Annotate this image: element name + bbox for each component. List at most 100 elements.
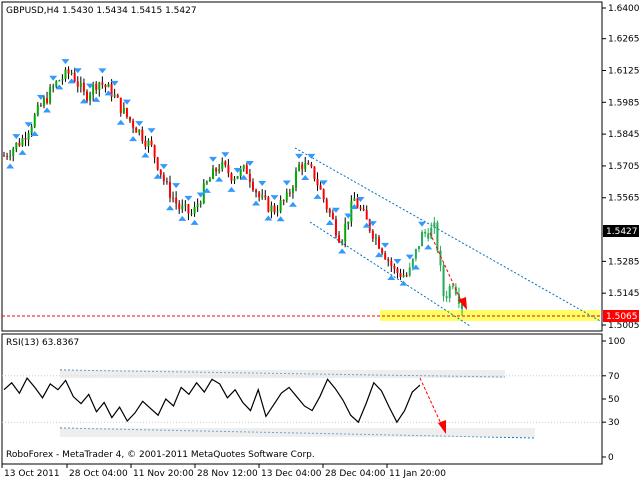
rsi-tick-label: 30 (608, 418, 620, 428)
candles (3, 66, 463, 316)
candle-body (430, 227, 433, 239)
forecast-arrow (429, 232, 464, 306)
candle-body (113, 94, 116, 97)
candle-body (73, 72, 76, 82)
candle-body (233, 178, 236, 181)
fractal-arrow-icon (104, 90, 113, 96)
fractal-arrow-icon (116, 119, 125, 125)
fractal-arrow-icon (387, 275, 396, 281)
fractal-arrow-icon (307, 153, 316, 159)
current-price-label: 1.5427 (606, 227, 638, 237)
candle-body (402, 275, 405, 277)
candle-body (85, 91, 88, 101)
candle-body (89, 94, 92, 101)
candle-body (245, 165, 248, 174)
candle-body (218, 168, 221, 172)
candle-body (362, 208, 365, 211)
candle-body (181, 205, 184, 210)
candle-body (79, 82, 82, 87)
candle-body (46, 98, 49, 103)
time-tick-label: 11 Nov 20:00 (133, 469, 194, 479)
fractal-arrow-icon (245, 160, 254, 166)
candle-body (221, 161, 224, 169)
candle-body (18, 142, 21, 146)
candle-body (381, 248, 384, 254)
price-tick-label: 1.6125 (608, 66, 640, 76)
fractal-arrow-icon (43, 107, 52, 113)
candle-body (279, 200, 282, 212)
fractal-arrow-icon (184, 195, 193, 201)
candle-body (144, 140, 147, 147)
candle-body (442, 265, 445, 297)
price-tick-label: 1.6400 (608, 4, 640, 14)
candle-body (258, 192, 261, 198)
candle-body (70, 72, 73, 74)
candle-body (448, 286, 451, 299)
candle-body (288, 192, 291, 194)
candle-body (36, 105, 39, 115)
candle-body (334, 219, 337, 236)
forecast-arrow-head-icon (458, 297, 467, 310)
fractal-arrow-icon (12, 134, 21, 140)
candle-body (3, 155, 5, 157)
candle-body (304, 163, 307, 169)
candle-body (328, 209, 331, 214)
candle-body (408, 267, 411, 276)
candle-body (411, 258, 414, 268)
fractal-arrow-icon (276, 216, 285, 222)
fractal-arrow-icon (393, 259, 402, 265)
candle-body (205, 181, 208, 184)
fractal-arrow-icon (282, 180, 291, 186)
candle-body (153, 145, 156, 158)
fractal-arrow-icon (61, 59, 70, 65)
candle-body (125, 108, 128, 117)
time-tick-label: 11 Jan 20:00 (389, 469, 446, 479)
channel-upper (294, 147, 603, 323)
fractal-arrow-icon (178, 215, 187, 221)
main-panel-frame (1, 1, 603, 332)
fractal-arrow-icon (141, 152, 150, 158)
candle-body (374, 237, 377, 239)
candle-body (273, 205, 276, 213)
fractal-arrow-icon (424, 244, 433, 250)
price-tick-label: 1.5285 (608, 257, 640, 267)
fractal-arrow-icon (129, 136, 138, 142)
rsi-axis: 100 70 50 30 0 (2, 337, 625, 463)
candle-body (316, 178, 319, 186)
fractal-arrow-icon (18, 149, 27, 155)
candle-body (49, 87, 52, 103)
candle-body (193, 207, 196, 214)
candle-body (132, 120, 135, 128)
fractal-arrow-icon (325, 220, 334, 226)
fractal-arrow-icon (227, 186, 236, 192)
candle-body (6, 155, 9, 157)
candle-body (110, 83, 113, 97)
rsi-tick-label: 50 (608, 395, 620, 405)
candle-body (138, 129, 141, 133)
candle-body (116, 94, 119, 98)
fractal-arrow-icon (92, 96, 101, 102)
candle-body (64, 69, 67, 79)
candle-body (92, 83, 95, 95)
fractal-arrow-icon (6, 163, 15, 169)
candle-body (104, 84, 107, 88)
fractal-arrow-icon (356, 196, 365, 202)
candle-body (21, 138, 24, 146)
candle-body (122, 108, 125, 114)
symbol-info: GBPUSD,H4 1.5430 1.5434 1.5415 1.5427 (6, 6, 197, 16)
fractal-arrow-icon (202, 187, 211, 193)
fractal-arrow-icon (344, 213, 353, 219)
candle-body (261, 195, 264, 198)
fractal-arrow-icon (313, 193, 322, 199)
candle-body (399, 273, 402, 277)
time-tick-label: 13 Dec 04:00 (261, 469, 322, 479)
candle-body (341, 241, 344, 243)
candle-body (264, 195, 267, 198)
candle-body (310, 164, 313, 167)
candle-body (396, 268, 399, 274)
fractal-arrow-icon (49, 75, 58, 81)
candle-body (371, 230, 374, 239)
candle-body (301, 164, 304, 169)
time-tick-label: 28 Dec 04:00 (325, 469, 386, 479)
